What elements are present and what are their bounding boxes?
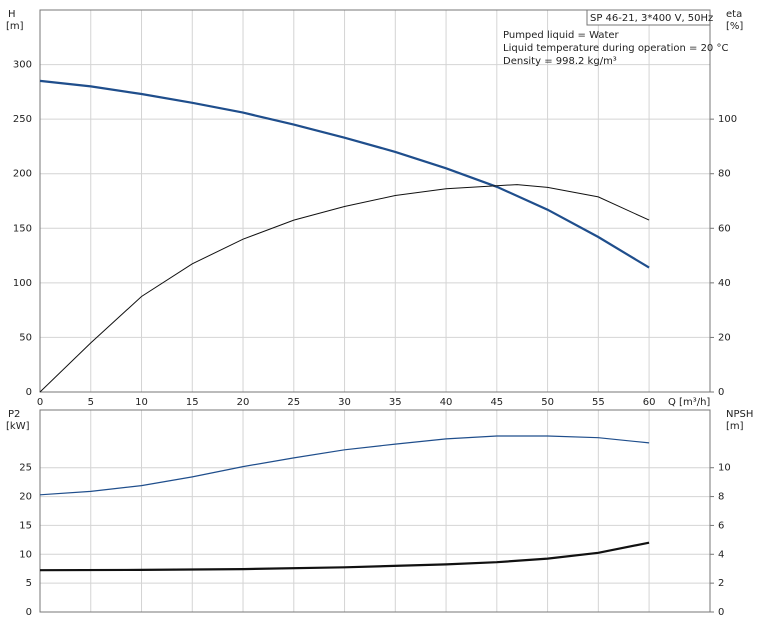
- y2-tick-label: 20: [718, 332, 731, 343]
- y-tick-label: 100: [13, 278, 32, 289]
- y2-tick-label: 0: [718, 387, 724, 398]
- y-tick-label: 0: [26, 387, 32, 398]
- x-tick-label: 10: [135, 397, 148, 408]
- curve: [39, 184, 650, 393]
- y-tick-label: 25: [19, 463, 32, 474]
- y2-tick-label: 80: [718, 169, 731, 180]
- y-tick-label: 300: [13, 60, 32, 71]
- chart-title: SP 46-21, 3*400 V, 50Hz: [590, 13, 713, 24]
- annotation: Density = 998.2 kg/m³: [503, 56, 617, 67]
- y2-tick-label: 2: [718, 578, 724, 589]
- annotation: Pumped liquid = Water: [503, 30, 620, 41]
- y2-axis-unit: [%]: [726, 21, 743, 32]
- y2-axis-label: eta: [726, 9, 742, 20]
- x-tick-label: 25: [287, 397, 300, 408]
- y2-axis-unit: [m]: [726, 421, 744, 432]
- y2-tick-label: 100: [718, 114, 737, 125]
- x-tick-label: 15: [186, 397, 199, 408]
- y-tick-label: 5: [26, 578, 32, 589]
- y2-tick-label: 6: [718, 520, 724, 531]
- title-box: [586, 9, 711, 26]
- x-tick-label: 0: [37, 397, 43, 408]
- x-tick-label: 60: [643, 397, 656, 408]
- y2-tick-label: 40: [718, 278, 731, 289]
- plot-frame: [39, 409, 711, 613]
- x-tick-label: 20: [237, 397, 250, 408]
- y2-axis-label: NPSH: [726, 409, 753, 420]
- y-axis-label: H: [8, 9, 16, 20]
- x-tick-label: 5: [88, 397, 94, 408]
- y-axis-unit: [kW]: [6, 421, 30, 432]
- y-tick-label: 50: [19, 332, 32, 343]
- y-tick-label: 250: [13, 114, 32, 125]
- x-tick-label: 40: [440, 397, 453, 408]
- y2-tick-label: 10: [718, 463, 731, 474]
- y-tick-label: 0: [26, 607, 32, 618]
- y-tick-label: 20: [19, 492, 32, 503]
- curve: [39, 435, 650, 496]
- x-tick-label: 55: [592, 397, 605, 408]
- y-tick-label: 150: [13, 223, 32, 234]
- y-axis-unit: [m]: [6, 21, 24, 32]
- y2-tick-label: 0: [718, 607, 724, 618]
- x-tick-label: 30: [338, 397, 351, 408]
- x-tick-label: 45: [490, 397, 503, 408]
- x-tick-label: 50: [541, 397, 554, 408]
- y-tick-label: 200: [13, 169, 32, 180]
- y-axis-label: P2: [8, 409, 20, 420]
- y2-tick-label: 4: [718, 549, 724, 560]
- x-axis-label: Q [m³/h]: [668, 397, 710, 408]
- y2-tick-label: 8: [718, 492, 724, 503]
- curve: [39, 79, 650, 269]
- y-tick-label: 10: [19, 549, 32, 560]
- annotation: Liquid temperature during operation = 20…: [503, 43, 728, 54]
- y2-tick-label: 60: [718, 223, 731, 234]
- y-tick-label: 15: [19, 520, 32, 531]
- x-tick-label: 35: [389, 397, 402, 408]
- plot-frame: [39, 9, 711, 393]
- curve: [39, 541, 650, 572]
